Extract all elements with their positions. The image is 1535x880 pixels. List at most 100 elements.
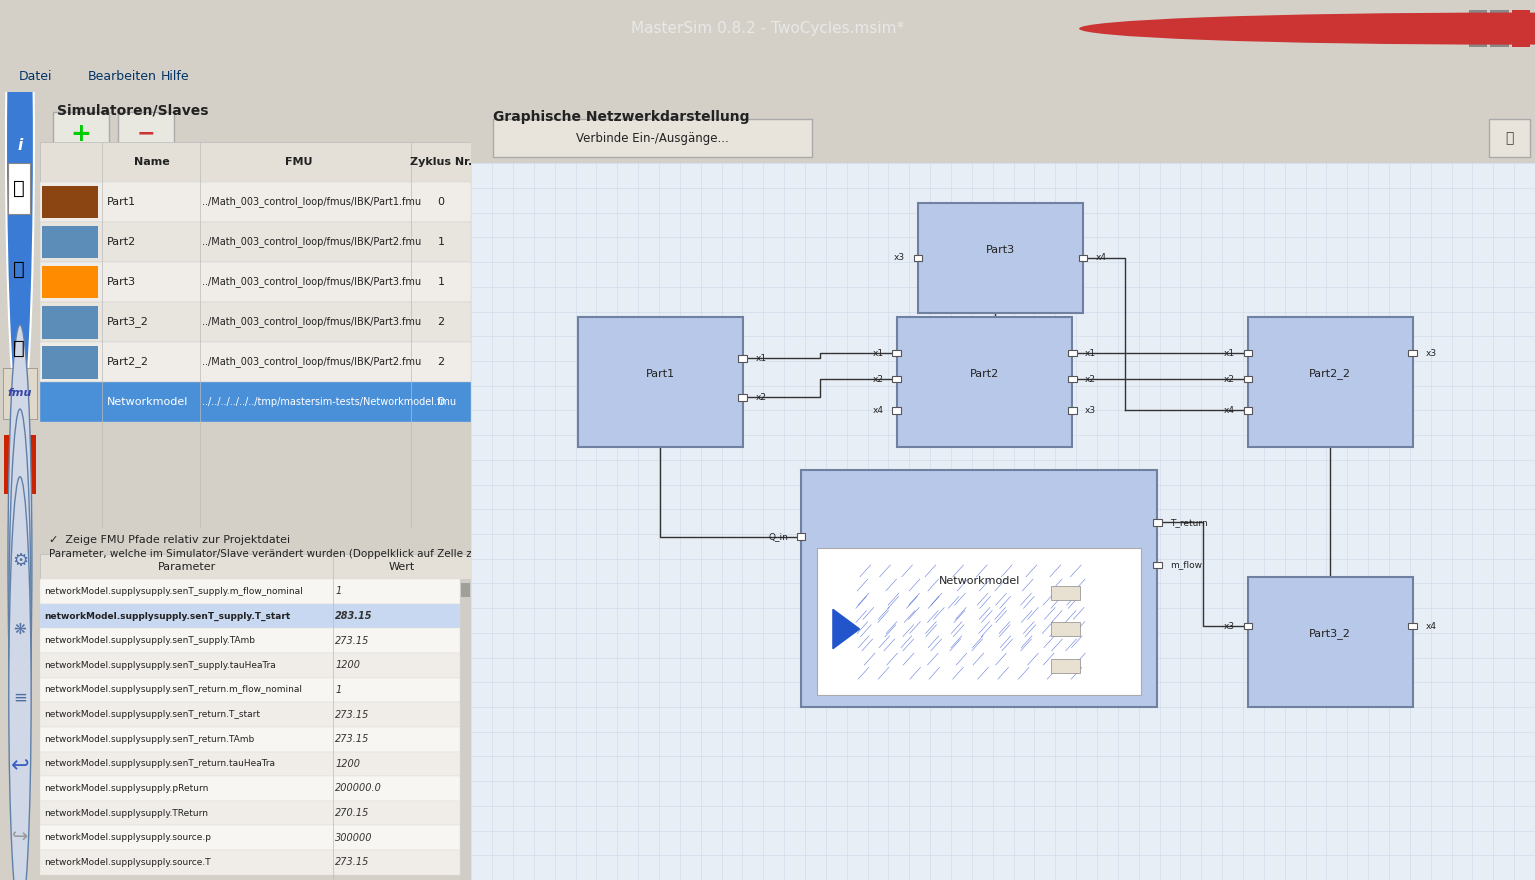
- Text: Part2: Part2: [107, 237, 137, 246]
- Text: ❋: ❋: [14, 622, 26, 637]
- Text: x3: x3: [893, 253, 906, 262]
- Bar: [1243, 376, 1253, 383]
- Bar: [738, 356, 746, 362]
- Bar: [40, 727, 460, 752]
- Text: networkModel.supplysupply.source.p: networkModel.supplysupply.source.p: [45, 833, 212, 842]
- Bar: [1050, 585, 1081, 599]
- Bar: [1050, 622, 1081, 636]
- Circle shape: [1079, 12, 1535, 45]
- Text: Part3_2: Part3_2: [1309, 628, 1351, 640]
- Text: 273.15: 273.15: [335, 734, 370, 744]
- Text: x2: x2: [1223, 375, 1236, 384]
- Text: 🖨: 🖨: [1506, 131, 1514, 145]
- Bar: [40, 825, 460, 850]
- Text: 📁: 📁: [14, 260, 25, 279]
- Bar: [493, 119, 812, 157]
- Bar: [462, 583, 470, 597]
- Text: networkModel.supplysupply.senT_supply.tauHeaTra: networkModel.supplysupply.senT_supply.ta…: [45, 661, 276, 670]
- Text: x3: x3: [1223, 621, 1236, 631]
- Text: 270.15: 270.15: [335, 808, 370, 818]
- Bar: [892, 376, 901, 383]
- Text: ✓  Zeige FMU Pfade relativ zur Projektdatei: ✓ Zeige FMU Pfade relativ zur Projektdat…: [49, 535, 290, 545]
- Bar: [460, 579, 471, 880]
- Bar: [40, 554, 471, 579]
- Text: x3: x3: [1426, 348, 1437, 358]
- Bar: [1248, 317, 1412, 447]
- Text: Zyklus Nr.: Zyklus Nr.: [410, 157, 473, 166]
- Text: x1: x1: [1085, 348, 1096, 358]
- Bar: [1490, 11, 1509, 47]
- Text: ../Math_003_control_loop/fmus/IBK/Part3.fmu: ../Math_003_control_loop/fmus/IBK/Part3.…: [201, 317, 421, 327]
- Bar: [817, 548, 1142, 695]
- Circle shape: [9, 477, 31, 880]
- Text: 300000: 300000: [335, 832, 373, 843]
- Bar: [41, 267, 98, 298]
- Text: 200000.0: 200000.0: [335, 783, 382, 794]
- Bar: [40, 752, 460, 776]
- Bar: [40, 142, 471, 181]
- Bar: [41, 226, 98, 259]
- Bar: [1409, 350, 1417, 356]
- Text: 0: 0: [437, 197, 445, 207]
- Text: 0: 0: [437, 397, 445, 407]
- Bar: [1079, 254, 1087, 261]
- Bar: [577, 317, 743, 447]
- Text: x4: x4: [1426, 621, 1437, 631]
- Circle shape: [9, 409, 31, 850]
- Text: networkModel.supplysupply.TReturn: networkModel.supplysupply.TReturn: [45, 809, 209, 818]
- Bar: [1248, 576, 1412, 707]
- Text: 1: 1: [437, 237, 445, 246]
- Bar: [40, 222, 471, 262]
- Text: MasterSim 0.8.2 - TwoCycles.msim*: MasterSim 0.8.2 - TwoCycles.msim*: [631, 21, 904, 36]
- Bar: [1469, 11, 1487, 47]
- Bar: [118, 112, 173, 156]
- Bar: [738, 394, 746, 400]
- Text: Networkmodel: Networkmodel: [107, 397, 189, 407]
- Polygon shape: [834, 609, 860, 649]
- Text: 1200: 1200: [335, 759, 361, 769]
- Bar: [5, 435, 35, 494]
- Text: x2: x2: [1085, 375, 1096, 384]
- Text: networkModel.supplysupply.senT_supply.m_flow_nominal: networkModel.supplysupply.senT_supply.m_…: [45, 587, 302, 596]
- Text: Simulatoren/Slaves: Simulatoren/Slaves: [57, 103, 209, 117]
- Text: x1: x1: [1223, 348, 1236, 358]
- Text: x4: x4: [1096, 253, 1107, 262]
- Text: ⚙: ⚙: [12, 552, 28, 570]
- Bar: [1068, 376, 1076, 383]
- Bar: [892, 350, 901, 356]
- Text: 1: 1: [335, 685, 342, 695]
- Bar: [1153, 519, 1162, 525]
- Text: Part2: Part2: [970, 369, 999, 379]
- Bar: [8, 164, 31, 215]
- Text: ↩: ↩: [11, 756, 29, 776]
- Text: ../Math_003_control_loop/fmus/IBK/Part3.fmu: ../Math_003_control_loop/fmus/IBK/Part3.…: [201, 276, 421, 288]
- Bar: [1068, 407, 1076, 414]
- Bar: [1243, 623, 1253, 629]
- Bar: [40, 801, 460, 825]
- Text: ../Math_003_control_loop/fmus/IBK/Part1.fmu: ../Math_003_control_loop/fmus/IBK/Part1.…: [201, 196, 421, 207]
- Text: 283.15: 283.15: [335, 611, 373, 621]
- Text: networkModel.supplysupply.senT_return.T_start: networkModel.supplysupply.senT_return.T_…: [45, 710, 261, 719]
- Text: 💾: 💾: [14, 339, 25, 358]
- Text: Networkmodel: Networkmodel: [938, 576, 1019, 586]
- Text: Part3: Part3: [985, 245, 1015, 255]
- Bar: [1050, 659, 1081, 673]
- Text: Graphische Netzwerkdarstellung: Graphische Netzwerkdarstellung: [493, 110, 749, 124]
- Text: fmu: fmu: [8, 388, 32, 399]
- Bar: [1489, 119, 1530, 157]
- Text: x3: x3: [1085, 406, 1096, 415]
- Text: x2: x2: [873, 375, 884, 384]
- Bar: [1409, 623, 1417, 629]
- Bar: [41, 386, 98, 419]
- Text: x4: x4: [1223, 406, 1236, 415]
- Text: Hilfe: Hilfe: [161, 70, 190, 83]
- Text: x1: x1: [755, 354, 766, 363]
- Text: networkModel.supplysupply.senT_return.TAmb: networkModel.supplysupply.senT_return.TA…: [45, 735, 255, 744]
- Text: m_flow: m_flow: [1170, 561, 1202, 569]
- Bar: [40, 181, 471, 222]
- Text: networkModel.supplysupply.senT_return.m_flow_nominal: networkModel.supplysupply.senT_return.m_…: [45, 686, 302, 694]
- Bar: [40, 678, 460, 702]
- Text: ../../../../../../tmp/mastersim-tests/Networkmodel.fmu: ../../../../../../tmp/mastersim-tests/Ne…: [201, 397, 456, 407]
- Text: 273.15: 273.15: [335, 709, 370, 720]
- Text: i: i: [17, 137, 23, 152]
